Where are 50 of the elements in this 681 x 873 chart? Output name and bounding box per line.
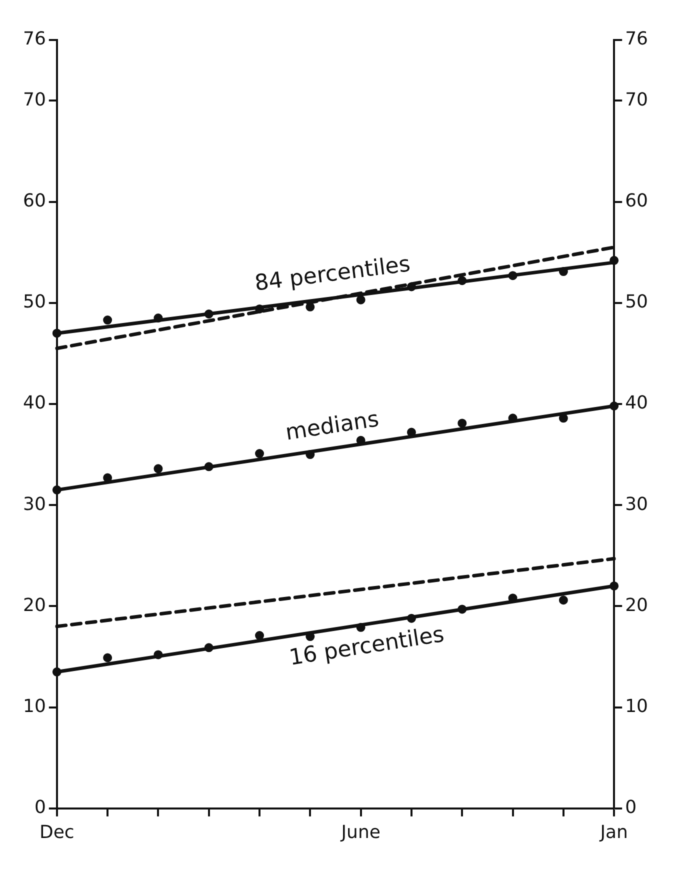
y-tick-label: 70 [23,89,46,110]
point [508,271,518,280]
y-tick-label: 10 [23,696,46,717]
y2-tick-label: 0 [625,797,637,818]
point [558,596,568,605]
x-tick-label: June [340,822,380,843]
y-tick-label: 0 [34,797,46,818]
point [255,449,264,458]
x-tick-label: Dec [39,822,74,843]
text: 16 percentiles [288,622,446,671]
y2-tick-label: 60 [625,190,648,212]
y-tick-label: 30 [23,494,46,515]
point [204,309,214,318]
point [610,402,619,410]
point [356,295,366,304]
y2-tick-label: 50 [625,292,648,313]
y2-tick-label: 10 [625,696,648,717]
point [255,631,264,640]
point [610,256,619,265]
text: 84 percentiles [253,252,412,296]
y-tick-label: 60 [23,190,46,212]
point [406,614,416,623]
point [154,464,163,474]
point [306,450,315,460]
y-tick-label: 76 [23,28,46,50]
y2-tick-label: 20 [625,594,648,616]
y-tick-label: 40 [23,392,46,414]
y2-tick-label: 40 [625,392,648,414]
y-tick-label: 20 [23,594,46,616]
point [52,667,62,676]
point [52,328,62,338]
point [458,276,467,286]
y2-tick-label: 70 [625,89,648,110]
point [103,316,112,325]
point [558,267,568,276]
text: medians [284,407,381,446]
point [204,462,214,472]
point [458,418,467,428]
y2-tick-label: 30 [625,494,648,515]
point [154,650,163,660]
y2-tick-label: 76 [625,28,648,50]
point [458,604,467,614]
point [610,581,619,590]
x-tick-label: Jan [599,822,628,843]
point [103,653,112,662]
point [52,485,62,494]
y-tick-label: 50 [23,292,46,313]
point [204,643,214,652]
point [154,314,163,323]
point [255,304,264,314]
